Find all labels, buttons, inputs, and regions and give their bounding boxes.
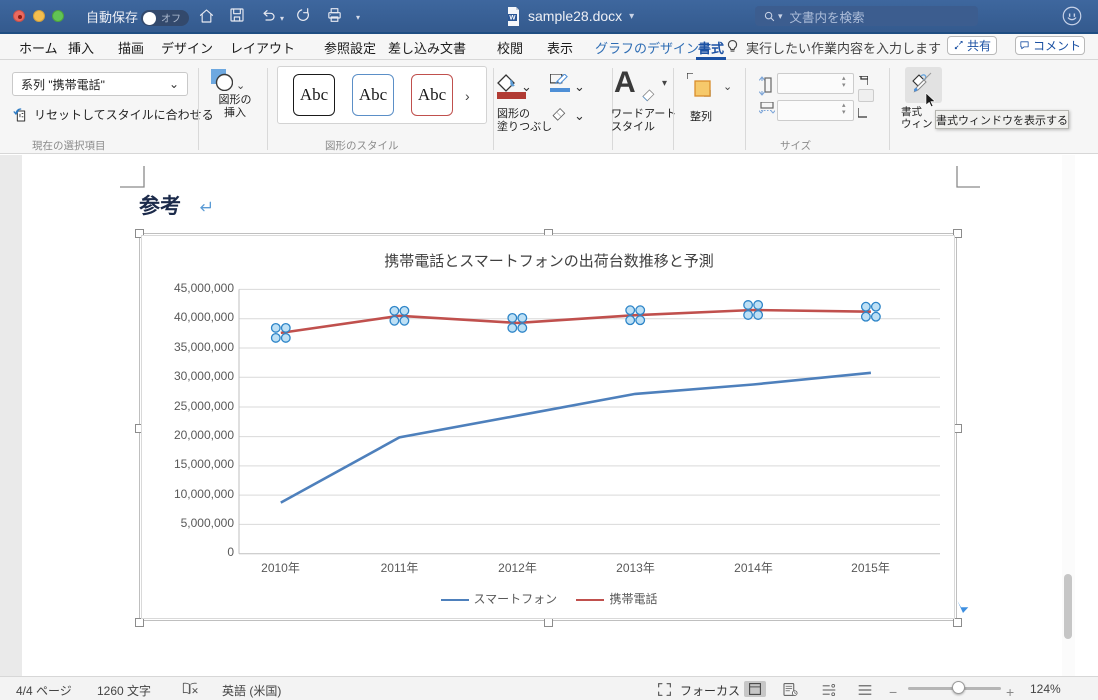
svg-text:W: W bbox=[509, 14, 516, 21]
